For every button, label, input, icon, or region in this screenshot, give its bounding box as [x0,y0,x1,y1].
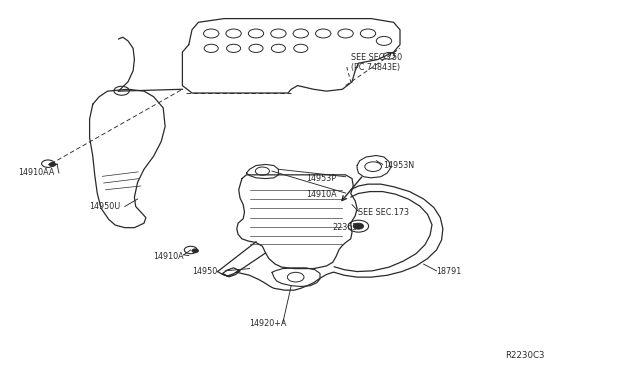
Text: 14910AA: 14910AA [18,169,54,177]
Text: 14953N: 14953N [383,161,414,170]
Text: R2230C3: R2230C3 [506,351,545,360]
Text: 22365: 22365 [333,223,358,232]
Circle shape [49,163,56,166]
Text: 14910A: 14910A [306,190,337,199]
Text: 14950U: 14950U [90,202,121,211]
Circle shape [353,223,364,229]
Text: SEE SEC.750
(PC 74843E): SEE SEC.750 (PC 74843E) [351,53,402,72]
Text: SEE SEC.173: SEE SEC.173 [358,208,410,217]
Text: 18791: 18791 [436,267,461,276]
Text: 14910A: 14910A [154,252,184,261]
Text: 14920+A: 14920+A [250,319,287,328]
Circle shape [192,249,198,253]
Text: 14953P: 14953P [306,174,336,183]
Text: 14950: 14950 [192,267,217,276]
